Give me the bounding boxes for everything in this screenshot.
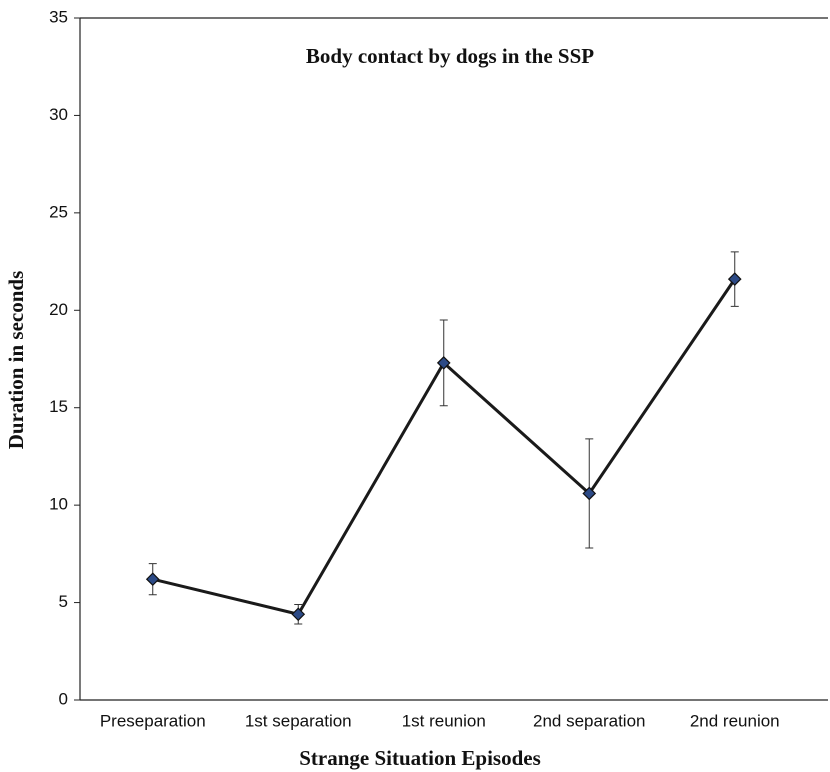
- x-tick-label: 1st reunion: [402, 711, 486, 730]
- x-tick-label: 2nd separation: [533, 711, 645, 730]
- marker: [291, 607, 306, 622]
- y-tick-label: 20: [49, 300, 68, 319]
- x-tick-label: Preseparation: [100, 711, 206, 730]
- x-tick-label: 2nd reunion: [690, 711, 780, 730]
- marker: [145, 572, 160, 587]
- x-axis-label: Strange Situation Episodes: [299, 746, 541, 770]
- chart-title: Body contact by dogs in the SSP: [306, 44, 594, 68]
- marker: [582, 486, 597, 501]
- marker: [436, 356, 451, 370]
- y-tick-label: 5: [59, 592, 68, 611]
- y-tick-label: 30: [49, 105, 68, 124]
- y-tick-label: 35: [49, 7, 68, 26]
- marker: [727, 272, 742, 286]
- y-tick-label: 25: [49, 202, 68, 221]
- y-tick-label: 10: [49, 495, 68, 514]
- x-tick-label: 1st separation: [245, 711, 352, 730]
- y-tick-label: 0: [59, 689, 68, 708]
- y-axis-label: Duration in seconds: [4, 271, 28, 450]
- y-tick-label: 15: [49, 397, 68, 416]
